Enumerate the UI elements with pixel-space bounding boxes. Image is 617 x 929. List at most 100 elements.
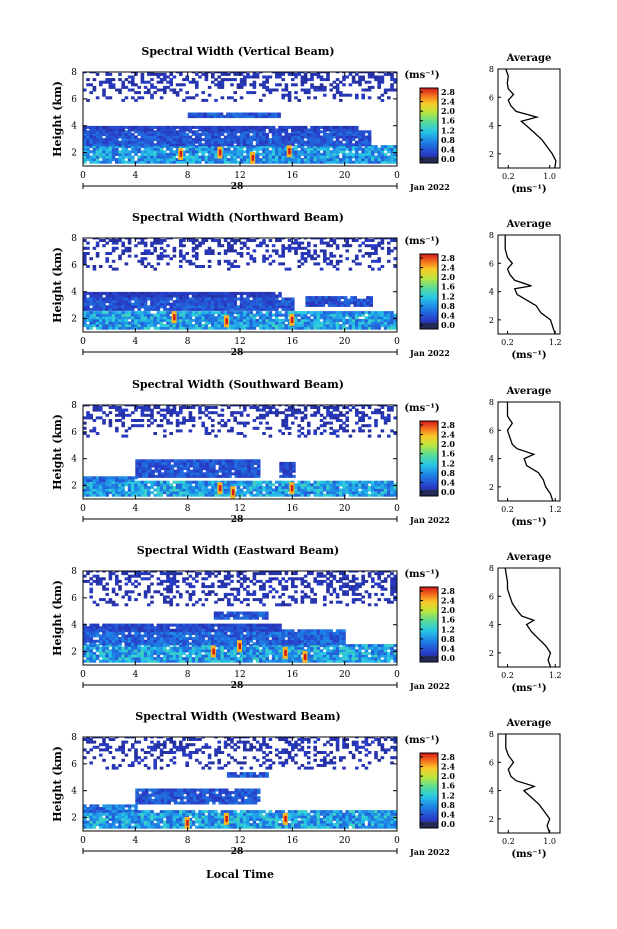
heatmap-cell	[355, 326, 359, 330]
heatmap-cell	[115, 483, 119, 487]
heatmap-cell	[332, 147, 337, 151]
heatmap-cell	[278, 72, 282, 76]
heatmap-cell	[137, 150, 141, 154]
heatmap-cell	[259, 316, 263, 320]
heatmap-cell	[355, 152, 359, 156]
heatmap-cell	[249, 300, 253, 304]
heatmap-cell	[297, 405, 301, 407]
heatmap-cell	[204, 130, 209, 134]
heatmap-cell	[207, 246, 212, 250]
heatmap-cell	[342, 491, 346, 495]
heatmap-cell	[99, 326, 103, 330]
heatmap-cell	[316, 408, 321, 412]
heatmap-cell	[220, 80, 225, 84]
heatmap-cell	[348, 244, 353, 248]
heatmap-cell	[236, 143, 241, 147]
heatmap-cell	[348, 147, 353, 151]
heatmap-cell	[281, 145, 285, 149]
heatmap-cell	[291, 147, 295, 151]
heatmap-cell	[246, 313, 250, 317]
heatmap-cell	[319, 75, 324, 79]
heatmap-cell	[83, 291, 87, 295]
heatmap-cell	[148, 469, 152, 473]
heatmap-cell	[262, 432, 266, 435]
heatmap-cell	[383, 88, 388, 92]
heatmap-cell	[383, 318, 388, 322]
heatmap-cell	[307, 483, 311, 487]
heatmap-cell	[223, 491, 228, 495]
heatmap-cell	[214, 72, 218, 74]
heatmap-cell	[124, 300, 129, 304]
heatmap-cell	[339, 488, 343, 492]
heatmap-cell	[243, 78, 247, 82]
heatmap-cell	[220, 326, 225, 330]
heatmap-cell	[297, 480, 301, 484]
heatmap-cell	[335, 419, 340, 422]
heatmap-cell	[191, 145, 196, 149]
heatmap-cell	[140, 140, 145, 144]
colorbar-segment	[420, 304, 438, 307]
heatmap-cell	[121, 135, 125, 139]
heatmap-cell	[342, 138, 346, 142]
heatmap-cell	[223, 493, 228, 497]
heatmap-cell	[188, 305, 193, 309]
heatmap-cell	[374, 493, 378, 497]
heatmap-cell	[271, 259, 276, 263]
heatmap-cell	[332, 135, 337, 139]
heatmap-cell	[262, 300, 266, 304]
heatmap-cell	[267, 112, 272, 116]
heatmap-cell	[287, 244, 292, 248]
heatmap-cell	[124, 491, 129, 495]
heatmap-cell	[319, 324, 324, 328]
heatmap-cell	[233, 311, 237, 315]
heatmap-cell	[182, 128, 186, 132]
average-frame	[497, 234, 561, 335]
colorbar-segment	[420, 267, 438, 270]
heatmap-cell	[319, 130, 324, 134]
heatmap-cell	[345, 241, 349, 245]
heatmap-cell	[159, 246, 164, 250]
heatmap-cell	[383, 238, 388, 240]
heatmap-cell	[102, 491, 106, 495]
heatmap-cell	[204, 138, 209, 142]
heatmap-cell	[121, 488, 125, 492]
heatmap-cell	[124, 305, 129, 309]
heatmap-cell	[374, 480, 378, 484]
heatmap-cell	[323, 138, 327, 142]
colorbar-segment	[420, 284, 438, 287]
heatmap-cell	[127, 326, 132, 330]
heatmap-cell	[105, 80, 109, 84]
heatmap-cell	[255, 324, 260, 328]
heatmap-cell	[150, 316, 154, 320]
heatmap-cell	[387, 145, 391, 149]
heatmap-cell	[201, 132, 205, 136]
heatmap-cell	[176, 472, 181, 476]
heatmap-cell	[202, 474, 207, 478]
heatmap-cell	[121, 125, 125, 129]
heatmap-cell	[204, 249, 209, 253]
heatmap-cell	[220, 313, 225, 317]
heatmap-cell	[380, 480, 385, 484]
heatmap-cell	[147, 493, 151, 497]
heatmap-cell	[156, 72, 161, 76]
heatmap-cell	[377, 491, 381, 495]
heatmap-cell	[387, 434, 391, 438]
heatmap-cell	[313, 128, 317, 132]
heatmap-cell	[204, 426, 209, 430]
heatmap-cell	[284, 413, 289, 417]
heatmap-cell	[335, 135, 340, 139]
heatmap-cell	[217, 138, 221, 142]
heatmap-cell	[393, 326, 397, 330]
heatmap-cell	[147, 424, 151, 428]
heatmap-cell	[246, 316, 250, 320]
heatmap-cell	[335, 152, 340, 156]
heatmap-cell	[236, 152, 241, 156]
heatmap-cell	[371, 324, 375, 328]
heatmap-cell	[121, 128, 125, 132]
heatmap-cell	[345, 321, 349, 325]
heatmap-cell	[141, 472, 146, 476]
heatmap-cell	[284, 267, 289, 271]
heatmap-cell	[367, 316, 372, 320]
heatmap-cell	[220, 140, 225, 144]
heatmap-cell	[249, 307, 253, 311]
